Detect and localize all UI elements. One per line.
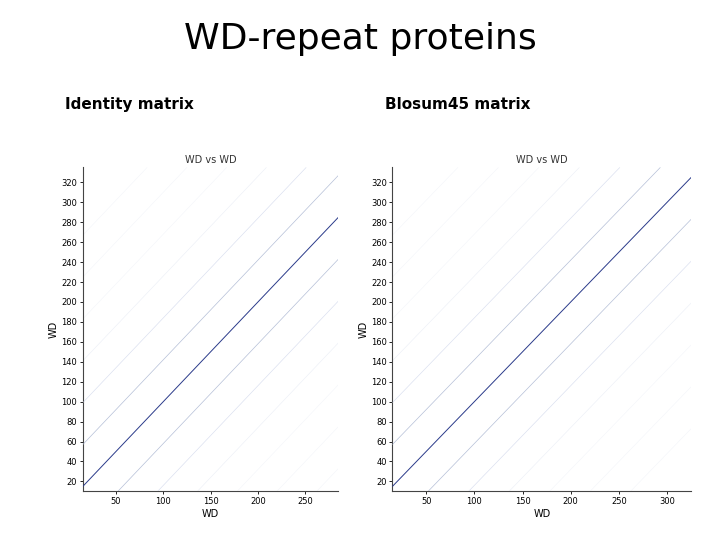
Title: WD vs WD: WD vs WD bbox=[185, 155, 236, 165]
X-axis label: WD: WD bbox=[202, 509, 219, 519]
X-axis label: WD: WD bbox=[534, 509, 550, 519]
Y-axis label: WD: WD bbox=[358, 321, 368, 338]
Title: WD vs WD: WD vs WD bbox=[516, 155, 567, 165]
Text: Identity matrix: Identity matrix bbox=[65, 97, 194, 112]
Text: WD-repeat proteins: WD-repeat proteins bbox=[184, 22, 536, 56]
Text: Blosum45 matrix: Blosum45 matrix bbox=[385, 97, 531, 112]
Y-axis label: WD: WD bbox=[48, 321, 58, 338]
